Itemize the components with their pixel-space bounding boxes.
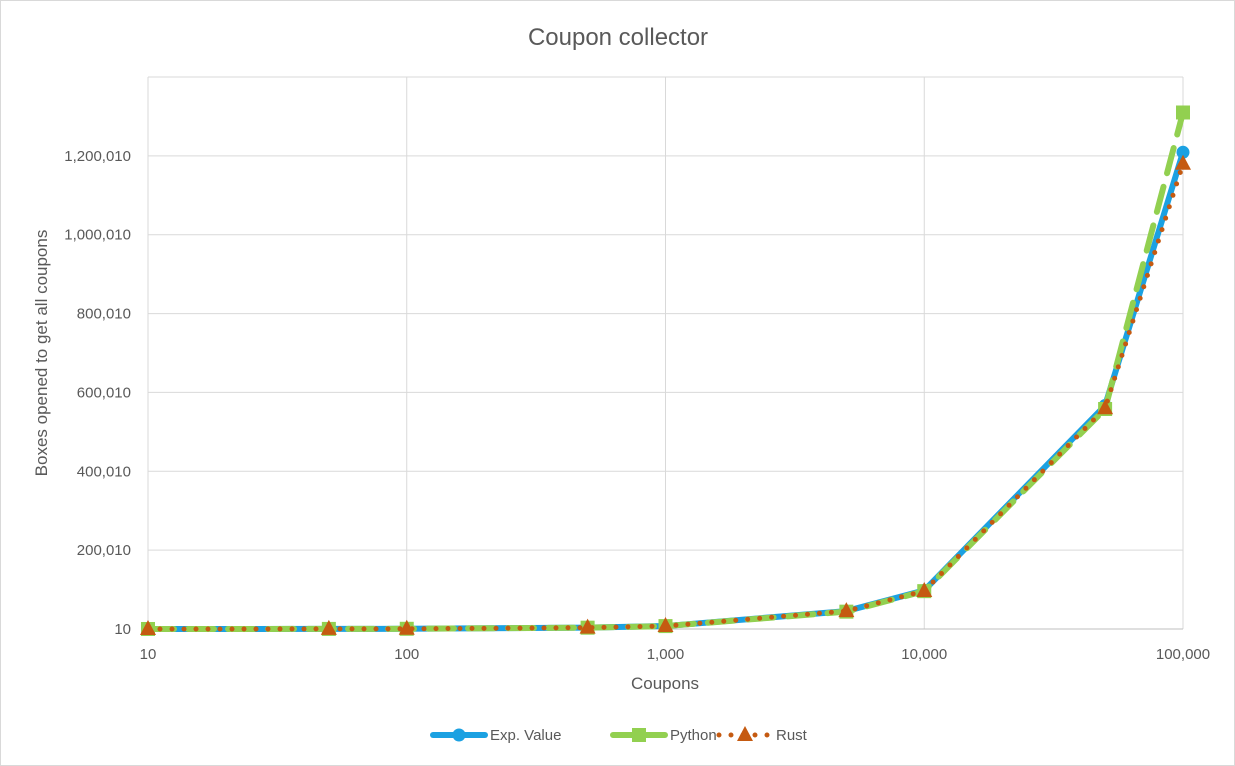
y-tick-label: 800,010 (77, 306, 131, 323)
data-point-rust (1097, 399, 1114, 415)
chart-title: Coupon collector (528, 24, 708, 51)
data-point-rust (398, 619, 415, 635)
legend-item-python: Python (610, 727, 717, 744)
data-point-rust (140, 619, 156, 635)
legend-label-exp-value: Exp. Value (490, 727, 561, 744)
series-layer (140, 105, 1191, 636)
y-tick-label: 600,010 (77, 384, 131, 401)
y-axis-title: Boxes opened to get all coupons (32, 230, 51, 477)
legend-label-rust: Rust (776, 727, 808, 744)
y-tick-label: 200,010 (77, 542, 131, 559)
x-axis-title: Coupons (631, 674, 699, 693)
data-point-rust (916, 581, 933, 597)
legend-marker-python (632, 728, 646, 742)
y-tick-label: 1,000,010 (64, 227, 131, 244)
y-tick-label: 1,200,010 (64, 148, 131, 165)
x-tick-label: 1,000 (647, 646, 685, 663)
y-tick-labels: 10 200,010 400,010 600,010 800,010 1,000,010 1… (64, 148, 131, 638)
series-rust (140, 154, 1191, 635)
legend-item-exp-value: Exp. Value (430, 727, 561, 744)
data-point-exp-value (1176, 145, 1190, 159)
grid-layer (147, 76, 1184, 630)
y-tick-label: 400,010 (77, 463, 131, 480)
data-point-rust (579, 618, 596, 634)
data-point-python (1176, 105, 1190, 120)
data-point-rust (838, 602, 855, 618)
x-tick-labels: 10 100 1,000 10,000 100,000 (140, 646, 1210, 663)
y-tick-label: 10 (114, 621, 131, 638)
legend-label-python: Python (670, 727, 717, 744)
legend-item-rust: Rust (716, 726, 808, 744)
data-point-rust (320, 619, 337, 635)
data-point-rust (657, 617, 674, 633)
x-tick-label: 10,000 (901, 646, 947, 663)
data-point-rust (1175, 154, 1191, 170)
x-tick-label: 100 (394, 646, 419, 663)
x-tick-label: 10 (140, 646, 157, 663)
x-tick-label: 100,000 (1156, 646, 1210, 663)
legend-marker-rust (737, 726, 753, 741)
legend-marker-exp-value (452, 728, 466, 742)
legend: Exp. Value Python Rust (430, 726, 808, 744)
